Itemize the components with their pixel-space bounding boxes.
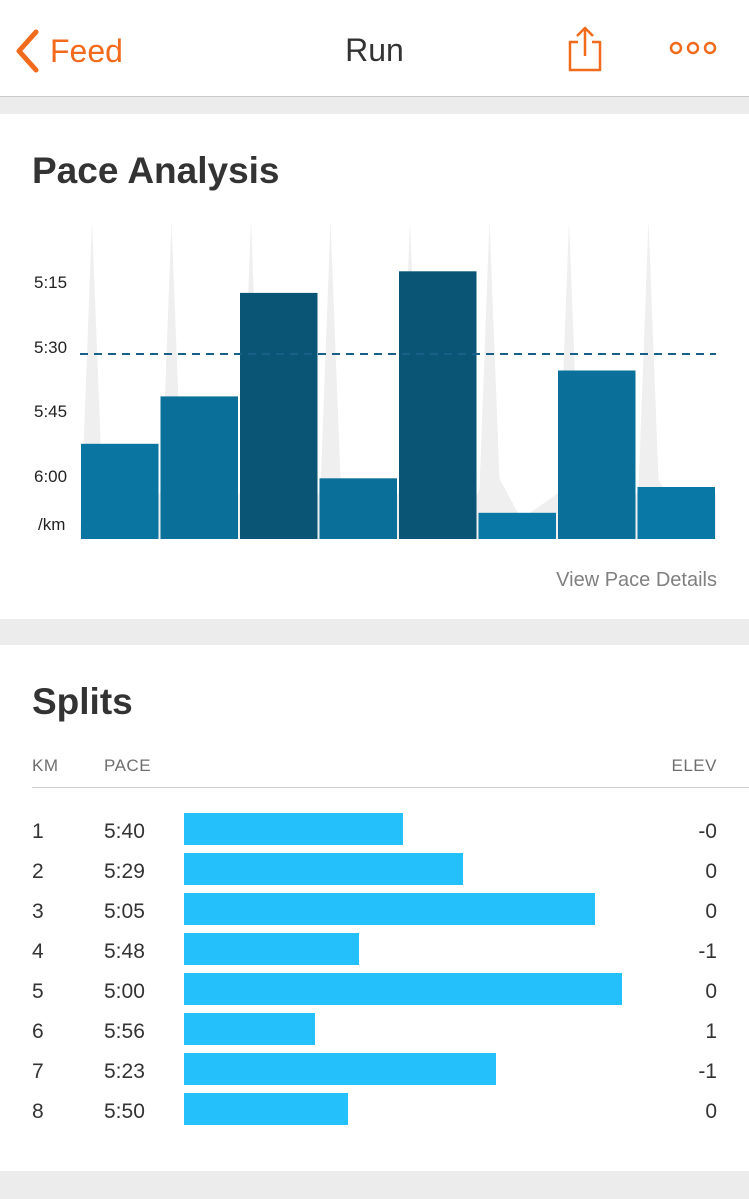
y-tick-label: 5:30 xyxy=(34,338,67,357)
pace-analysis-card: Pace Analysis 5:15 5:30 5:45 6:00 /km View … xyxy=(0,114,749,619)
splits-header-km: KM xyxy=(32,756,59,775)
split-row: 1 5:40 -0 xyxy=(0,813,749,853)
split-pace: 5:00 xyxy=(104,980,145,1003)
split-pace-bar xyxy=(184,813,403,845)
splits-card: Splits KM PACE ELEV 1 5:40 -0 2 5:29 0 3 5:05 0 4… xyxy=(0,645,749,1171)
more-button[interactable] xyxy=(669,38,717,63)
split-pace-bar xyxy=(184,1053,496,1085)
share-icon xyxy=(568,26,602,72)
split-pace: 5:29 xyxy=(104,860,145,883)
pace-bar xyxy=(558,370,636,539)
pace-y-axis: 5:15 5:30 5:45 6:00 xyxy=(34,273,67,486)
split-pace-bar xyxy=(184,933,359,965)
nav-bar: Feed Run xyxy=(0,0,749,97)
pace-bar xyxy=(478,512,556,539)
chevron-left-icon xyxy=(16,29,39,73)
split-km: 3 xyxy=(32,900,44,923)
pace-bar xyxy=(240,292,318,539)
pace-bar xyxy=(160,396,238,539)
split-pace: 5:40 xyxy=(104,820,145,843)
y-tick-label: 5:45 xyxy=(34,402,67,421)
splits-header-pace: PACE xyxy=(104,756,152,775)
split-row: 2 5:29 0 xyxy=(0,853,749,893)
more-icon xyxy=(669,41,717,55)
split-pace-bar xyxy=(184,1093,348,1125)
split-km: 8 xyxy=(32,1100,44,1123)
split-row: 6 5:56 1 xyxy=(0,1013,749,1053)
split-row: 3 5:05 0 xyxy=(0,893,749,933)
split-row: 8 5:50 0 xyxy=(0,1093,749,1133)
splits-title: Splits xyxy=(32,681,133,722)
back-label: Feed xyxy=(50,33,123,69)
split-km: 6 xyxy=(32,1020,44,1043)
y-tick-label: 6:00 xyxy=(34,467,67,486)
pace-analysis-title: Pace Analysis xyxy=(32,150,280,191)
split-km: 4 xyxy=(32,940,44,963)
share-button[interactable] xyxy=(566,25,604,78)
split-elev: -1 xyxy=(698,1060,717,1083)
split-km: 5 xyxy=(32,980,44,1003)
view-pace-details-link[interactable]: View Pace Details xyxy=(556,569,717,591)
split-pace-bar xyxy=(184,1013,315,1045)
split-pace: 5:05 xyxy=(104,900,145,923)
split-pace: 5:50 xyxy=(104,1100,145,1123)
pace-bars xyxy=(81,271,715,539)
split-pace-bar xyxy=(184,973,622,1005)
pace-bar xyxy=(319,478,397,539)
split-km: 1 xyxy=(32,820,44,843)
split-row: 4 5:48 -1 xyxy=(0,933,749,973)
split-elev: 0 xyxy=(705,860,717,883)
pace-bar xyxy=(81,443,159,539)
split-row: 5 5:00 0 xyxy=(0,973,749,1013)
split-pace: 5:56 xyxy=(104,1020,145,1043)
page-title: Run xyxy=(345,32,404,68)
split-pace: 5:48 xyxy=(104,940,145,963)
split-elev: 1 xyxy=(705,1020,717,1043)
splits-header-divider xyxy=(32,787,749,788)
pace-bar xyxy=(637,487,715,539)
split-km: 2 xyxy=(32,860,44,883)
split-pace: 5:23 xyxy=(104,1060,145,1083)
split-elev: -1 xyxy=(698,940,717,963)
split-row: 7 5:23 -1 xyxy=(0,1053,749,1093)
split-pace-bar xyxy=(184,893,595,925)
y-tick-label: 5:15 xyxy=(34,273,67,292)
splits-header-elev: ELEV xyxy=(671,756,717,775)
back-button[interactable]: Feed xyxy=(14,26,123,76)
pace-chart: 5:15 5:30 5:45 6:00 /km xyxy=(34,220,716,539)
split-elev: 0 xyxy=(705,900,717,923)
split-elev: -0 xyxy=(698,820,717,843)
split-elev: 0 xyxy=(705,1100,717,1123)
y-unit-label: /km xyxy=(38,515,65,534)
split-km: 7 xyxy=(32,1060,44,1083)
pace-bar xyxy=(399,271,477,539)
split-elev: 0 xyxy=(705,980,717,1003)
split-pace-bar xyxy=(184,853,463,885)
